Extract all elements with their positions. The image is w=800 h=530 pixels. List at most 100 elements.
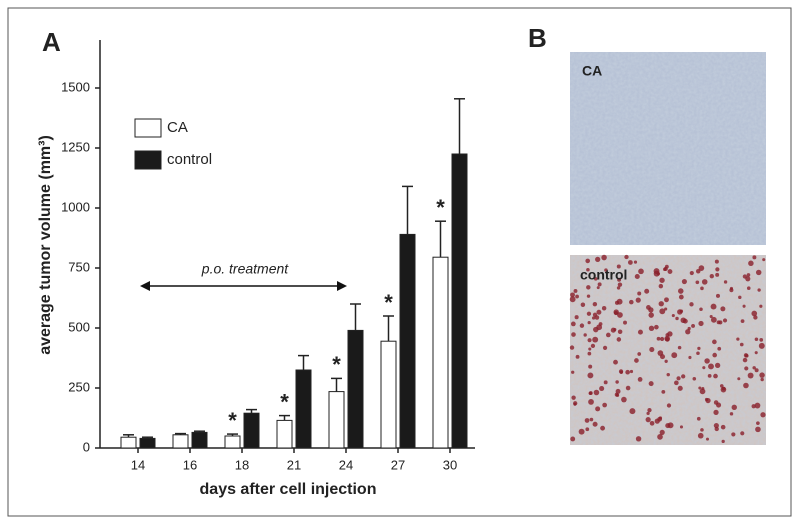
nucleus xyxy=(637,377,643,382)
nucleus xyxy=(698,320,704,327)
nucleus xyxy=(648,312,654,318)
nucleus xyxy=(699,388,706,395)
nucleus xyxy=(666,372,670,377)
nucleus xyxy=(698,386,702,390)
nucleus xyxy=(588,364,593,369)
nucleus xyxy=(664,297,669,303)
nucleus xyxy=(648,325,655,332)
nucleus xyxy=(751,310,758,317)
nucleus xyxy=(674,380,679,386)
nucleus xyxy=(658,416,663,420)
nucleus xyxy=(617,329,623,335)
nucleus xyxy=(633,260,638,264)
nucleus xyxy=(713,409,719,415)
nucleus xyxy=(752,366,756,370)
nucleus xyxy=(762,258,766,262)
nucleus xyxy=(615,380,619,384)
nucleus xyxy=(592,336,599,343)
nucleus xyxy=(754,402,761,409)
x-tick-label: 21 xyxy=(287,457,301,472)
nucleus xyxy=(570,321,576,327)
nucleus xyxy=(712,339,717,345)
nucleus xyxy=(729,288,734,293)
nucleus xyxy=(623,320,627,325)
nucleus xyxy=(675,316,679,321)
nucleus xyxy=(689,270,694,276)
nucleus xyxy=(645,417,651,423)
nucleus xyxy=(617,312,623,318)
nucleus xyxy=(709,314,713,319)
nucleus xyxy=(657,434,663,440)
nucleus xyxy=(676,376,681,381)
nucleus xyxy=(745,276,751,282)
nucleus xyxy=(616,264,621,269)
nucleus xyxy=(614,300,620,305)
nucleus xyxy=(660,336,665,342)
significance: * xyxy=(436,195,445,220)
nucleus xyxy=(720,306,726,312)
micrograph xyxy=(569,254,766,445)
nucleus xyxy=(697,346,701,351)
nucleus xyxy=(700,286,704,291)
nucleus xyxy=(731,404,737,411)
nucleus xyxy=(580,302,586,308)
nucleus xyxy=(588,347,592,351)
y-tick-label: 500 xyxy=(68,319,90,334)
y-tick-label: 750 xyxy=(68,259,90,274)
nucleus xyxy=(585,258,591,264)
nucleus xyxy=(704,358,710,364)
y-tick-label: 1250 xyxy=(61,139,90,154)
nucleus xyxy=(666,403,672,408)
panel-label: A xyxy=(42,27,61,57)
nucleus xyxy=(635,436,642,442)
nucleus xyxy=(747,372,754,379)
significance: * xyxy=(280,389,289,414)
nucleus xyxy=(592,301,598,307)
nucleus xyxy=(753,315,758,320)
nucleus xyxy=(585,427,590,432)
nucleus xyxy=(679,425,683,429)
nucleus xyxy=(569,296,576,303)
nucleus xyxy=(587,351,592,356)
bar xyxy=(295,369,312,449)
nucleus xyxy=(754,351,758,355)
nucleus xyxy=(588,391,593,395)
y-tick-label: 1000 xyxy=(61,199,90,214)
nucleus xyxy=(629,299,634,305)
nucleus xyxy=(656,336,661,341)
bar xyxy=(243,412,260,449)
nucleus xyxy=(696,351,700,356)
nucleus xyxy=(700,428,704,432)
nucleus xyxy=(671,314,675,318)
nucleus xyxy=(569,345,575,350)
bar xyxy=(224,435,241,449)
nucleus xyxy=(602,345,608,351)
nucleus xyxy=(613,310,619,316)
nucleus xyxy=(601,254,607,261)
nucleus xyxy=(738,295,742,300)
nucleus xyxy=(737,377,741,381)
nucleus xyxy=(646,411,650,416)
panel-label: B xyxy=(528,23,547,53)
nucleus xyxy=(702,366,706,370)
nucleus xyxy=(701,279,708,285)
nucleus xyxy=(599,385,605,392)
nucleus xyxy=(713,373,718,379)
nucleus xyxy=(654,418,660,424)
nucleus xyxy=(625,385,631,391)
nucleus xyxy=(757,288,761,292)
nucleus xyxy=(570,436,576,442)
nucleus xyxy=(613,328,617,332)
nucleus xyxy=(659,277,665,283)
x-tick-label: 30 xyxy=(443,457,457,472)
nucleus xyxy=(621,396,627,403)
bar xyxy=(432,256,449,449)
treatment-arrow xyxy=(140,281,347,291)
nucleus xyxy=(613,359,618,365)
nucleus xyxy=(759,338,764,342)
y-tick-label: 250 xyxy=(68,379,90,394)
nucleus xyxy=(755,426,761,433)
nucleus xyxy=(759,304,763,308)
nucleus xyxy=(715,272,720,277)
nucleus xyxy=(744,366,749,371)
